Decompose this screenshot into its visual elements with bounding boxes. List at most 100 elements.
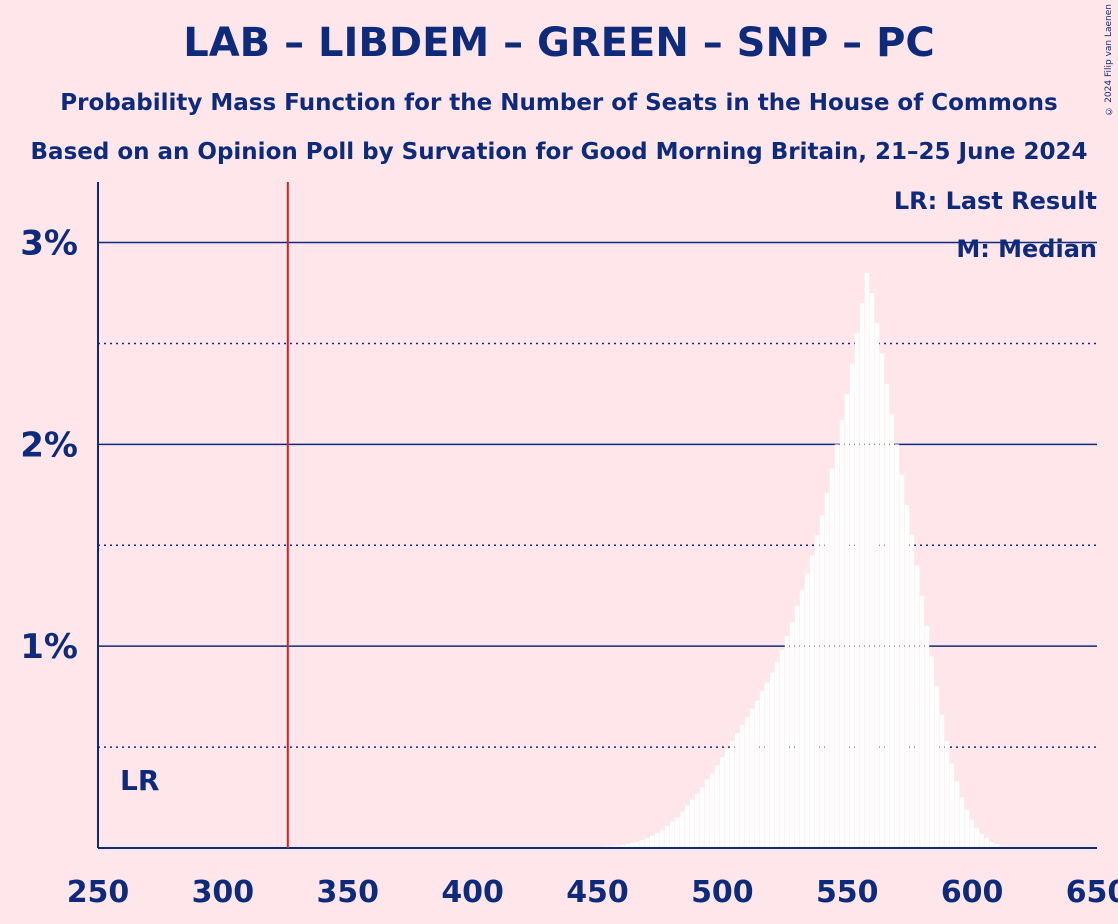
bar xyxy=(719,757,725,848)
bar xyxy=(794,605,800,848)
x-tick-label: 400 xyxy=(441,875,504,910)
bar xyxy=(939,714,945,848)
bar xyxy=(739,724,745,848)
bar xyxy=(629,842,635,848)
bar xyxy=(944,741,950,848)
bar xyxy=(919,595,925,848)
bar xyxy=(669,821,675,848)
bar xyxy=(854,333,860,848)
bar xyxy=(954,781,960,848)
y-tick-label: 3% xyxy=(20,224,78,264)
bar xyxy=(664,825,670,848)
y-tick-label: 1% xyxy=(20,627,78,667)
bar xyxy=(809,555,815,848)
bar xyxy=(949,763,955,848)
chart-subtitle: Probability Mass Function for the Number… xyxy=(60,90,1058,116)
bar xyxy=(759,690,765,848)
bar xyxy=(774,662,780,848)
bar xyxy=(884,383,890,848)
legend-last-result: LR: Last Result xyxy=(894,187,1097,215)
bar xyxy=(609,845,615,848)
bar xyxy=(839,420,845,848)
y-tick-label: 2% xyxy=(20,425,78,465)
bar xyxy=(989,841,995,848)
bar xyxy=(879,353,885,848)
bar xyxy=(934,686,940,848)
gridlines xyxy=(98,241,1097,748)
bar xyxy=(709,773,715,848)
chart-title: LAB – LIBDEM – GREEN – SNP – PC xyxy=(183,20,935,66)
x-tick-label: 350 xyxy=(316,875,379,910)
x-tick-label: 450 xyxy=(566,875,629,910)
x-tick-label: 600 xyxy=(941,875,1004,910)
bar xyxy=(689,799,695,848)
x-tick-label: 550 xyxy=(816,875,879,910)
bar xyxy=(634,841,640,848)
bars xyxy=(595,272,1000,849)
bar xyxy=(749,708,755,848)
bar xyxy=(824,492,830,848)
bar xyxy=(959,797,965,848)
bar xyxy=(704,779,710,848)
bar xyxy=(679,811,685,848)
bar xyxy=(819,515,825,848)
bar xyxy=(624,843,630,848)
bar xyxy=(979,833,985,848)
bar xyxy=(784,636,790,848)
bar xyxy=(969,819,975,848)
bar xyxy=(779,650,785,848)
bar xyxy=(799,589,805,848)
bar xyxy=(764,682,770,848)
bar xyxy=(754,700,760,848)
bar xyxy=(614,845,620,848)
x-tick-label: 300 xyxy=(192,875,255,910)
bar xyxy=(844,393,850,848)
bar xyxy=(889,414,895,848)
x-tick-label: 650 xyxy=(1066,875,1118,910)
bar xyxy=(869,293,875,848)
bar xyxy=(859,303,865,848)
bar xyxy=(699,787,705,848)
bar xyxy=(924,626,930,848)
bar xyxy=(874,323,880,849)
bar xyxy=(639,839,645,848)
last-result-label: LR xyxy=(120,764,159,797)
bar xyxy=(649,835,655,848)
bar xyxy=(904,504,910,848)
bar xyxy=(659,829,665,848)
axes xyxy=(97,182,1097,849)
bar xyxy=(654,832,660,848)
bar xyxy=(814,535,820,848)
bar xyxy=(964,809,970,848)
bar xyxy=(619,844,625,848)
bar xyxy=(974,827,980,848)
x-tick-label: 250 xyxy=(67,875,130,910)
bar xyxy=(909,535,915,848)
bar xyxy=(929,656,935,848)
bar xyxy=(894,444,900,848)
bar xyxy=(984,837,990,848)
x-tick-label: 500 xyxy=(691,875,754,910)
chart-source: Based on an Opinion Poll by Survation fo… xyxy=(30,139,1088,165)
bar xyxy=(829,468,835,848)
bar xyxy=(994,843,1000,848)
bar xyxy=(694,793,700,848)
bar xyxy=(729,741,735,848)
bar xyxy=(744,716,750,848)
bar xyxy=(834,444,840,848)
bar xyxy=(724,749,730,848)
x-tick-labels: 250 300 350 400 450 500 550 600 650 xyxy=(67,875,1118,910)
bar xyxy=(734,732,740,848)
bar xyxy=(899,474,905,848)
legend-median: M: Median xyxy=(956,235,1097,263)
bar xyxy=(684,805,690,848)
bar xyxy=(769,672,775,848)
bar xyxy=(849,363,855,848)
bar xyxy=(914,565,920,848)
bar xyxy=(864,272,870,848)
y-tick-labels: 1% 2% 3% xyxy=(20,224,78,668)
bar xyxy=(674,817,680,848)
bar xyxy=(804,573,810,848)
bar xyxy=(789,621,795,848)
bar xyxy=(644,837,650,848)
